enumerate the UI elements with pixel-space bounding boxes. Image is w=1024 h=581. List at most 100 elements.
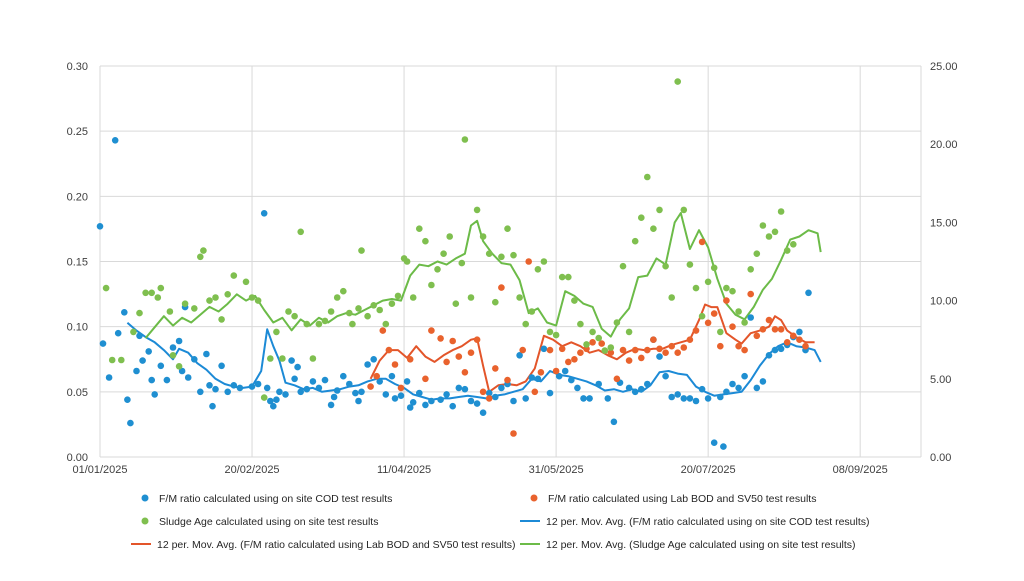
data-point-cod bbox=[534, 375, 542, 383]
data-point-sludge bbox=[428, 281, 435, 289]
data-point-sludge bbox=[571, 297, 578, 304]
data-point-sludge bbox=[297, 228, 305, 236]
legend-label: 12 per. Mov. Avg. (Sludge Age calculated… bbox=[546, 539, 856, 551]
data-point-cod bbox=[321, 376, 329, 384]
data-point-sludge bbox=[674, 78, 681, 85]
data-point-cod bbox=[674, 391, 681, 398]
data-point-bod bbox=[692, 327, 700, 334]
data-point-cod bbox=[327, 401, 335, 409]
data-point-sludge bbox=[461, 136, 469, 143]
data-point-bod bbox=[510, 430, 517, 437]
data-point-sludge bbox=[717, 328, 724, 336]
data-point-bod bbox=[473, 336, 481, 344]
data-point-sludge bbox=[668, 294, 675, 301]
data-point-sludge bbox=[619, 262, 627, 270]
data-point-sludge bbox=[370, 302, 378, 309]
data-point-cod bbox=[528, 374, 536, 381]
data-point-cod bbox=[403, 378, 411, 385]
data-point-bod bbox=[519, 346, 526, 354]
data-point-cod bbox=[759, 378, 767, 385]
data-point-bod bbox=[455, 353, 463, 360]
data-point-bod bbox=[747, 290, 754, 298]
data-point-sludge bbox=[273, 328, 280, 336]
data-point-cod bbox=[297, 388, 305, 396]
data-point-sludge bbox=[102, 284, 110, 292]
data-point-cod bbox=[139, 357, 146, 364]
data-point-cod bbox=[443, 391, 450, 398]
data-point-cod bbox=[406, 404, 414, 411]
data-point-cod bbox=[282, 391, 289, 398]
data-point-cod bbox=[175, 337, 183, 345]
data-point-cod bbox=[568, 376, 575, 384]
data-point-bod bbox=[428, 327, 435, 334]
data-point-cod bbox=[169, 344, 177, 351]
data-point-sludge bbox=[747, 266, 754, 273]
data-point-sludge bbox=[364, 312, 371, 320]
data-point-sludge bbox=[175, 363, 183, 370]
data-point-bod bbox=[619, 346, 627, 354]
data-point-sludge bbox=[218, 316, 225, 323]
series-line-bod_ma bbox=[369, 303, 815, 393]
data-point-bod bbox=[631, 346, 639, 354]
data-point-sludge bbox=[467, 294, 475, 301]
data-point-sludge bbox=[346, 309, 353, 317]
data-point-cod bbox=[248, 383, 256, 390]
data-point-sludge bbox=[565, 273, 572, 281]
data-point-cod bbox=[376, 378, 384, 385]
data-point-bod bbox=[790, 332, 797, 340]
data-point-cod bbox=[263, 384, 271, 392]
data-point-sludge bbox=[686, 261, 694, 268]
data-point-sludge bbox=[638, 214, 645, 221]
y-left-tick-label: 0.15 bbox=[67, 257, 88, 269]
data-point-bod bbox=[613, 375, 621, 383]
legend-item-sludge_ma: 12 per. Mov. Avg. (Sludge Age calculated… bbox=[520, 539, 856, 551]
data-point-cod bbox=[467, 397, 475, 405]
data-point-bod bbox=[650, 336, 657, 344]
data-point-sludge bbox=[662, 262, 669, 270]
data-point-bod bbox=[504, 376, 511, 384]
data-point-bod bbox=[498, 284, 505, 291]
data-point-cod bbox=[315, 384, 323, 392]
data-point-cod bbox=[270, 402, 277, 410]
data-point-sludge bbox=[169, 352, 177, 359]
data-point-cod bbox=[729, 380, 736, 388]
data-point-sludge bbox=[358, 247, 365, 254]
data-point-sludge bbox=[340, 287, 347, 295]
data-point-sludge bbox=[607, 344, 615, 351]
data-point-cod bbox=[267, 397, 274, 405]
data-point-sludge bbox=[704, 278, 712, 286]
data-point-cod bbox=[254, 380, 262, 388]
data-point-cod bbox=[276, 388, 283, 396]
data-point-sludge bbox=[534, 266, 542, 273]
data-point-sludge bbox=[382, 320, 390, 328]
data-point-bod bbox=[753, 332, 761, 340]
data-point-cod bbox=[437, 396, 444, 404]
y-right-tick-label: 20.00 bbox=[930, 139, 958, 151]
data-point-sludge bbox=[242, 278, 250, 286]
x-tick-label: 31/05/2025 bbox=[529, 464, 584, 476]
data-point-bod bbox=[625, 357, 633, 364]
data-point-sludge bbox=[355, 305, 362, 312]
data-point-sludge bbox=[790, 241, 797, 248]
data-point-cod bbox=[610, 418, 618, 426]
data-point-bod bbox=[485, 395, 493, 402]
data-point-sludge bbox=[248, 294, 256, 301]
legend-item-cod: F/M ratio calculated using on site COD t… bbox=[141, 493, 392, 505]
data-point-sludge bbox=[157, 284, 165, 292]
data-point-cod bbox=[644, 380, 651, 388]
data-point-cod bbox=[236, 384, 244, 392]
data-point-cod bbox=[555, 372, 563, 380]
data-point-sludge bbox=[601, 347, 609, 354]
data-point-sludge bbox=[473, 206, 481, 214]
data-point-sludge bbox=[650, 225, 657, 232]
legend-item-bod: F/M ratio calculated using Lab BOD and S… bbox=[530, 493, 816, 505]
legend-item-sludge: Sludge Age calculated using on site test… bbox=[141, 516, 378, 528]
data-point-cod bbox=[473, 400, 481, 407]
data-point-sludge bbox=[118, 356, 125, 364]
data-point-cod bbox=[428, 397, 435, 405]
data-point-cod bbox=[710, 439, 718, 447]
data-point-sludge bbox=[321, 317, 329, 325]
data-point-bod bbox=[598, 340, 605, 347]
data-point-bod bbox=[422, 375, 429, 383]
